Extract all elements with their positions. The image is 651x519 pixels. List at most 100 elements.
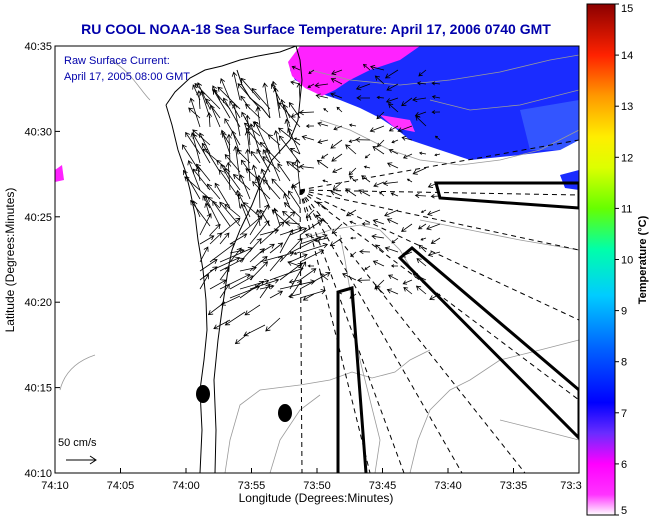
x-tick-label: 73:55 [238,480,266,492]
current-vector [273,87,281,119]
current-vector [299,249,325,263]
shipping-lane-outlines [336,181,579,473]
current-vector [259,228,280,236]
x-tick-label: 74:10 [41,480,69,492]
colorbar-ticks: 5 6 7 8 9 10 11 12 13 14 15 [615,3,633,517]
current-vector [364,153,371,159]
current-vector [183,169,201,200]
current-vector [415,285,427,295]
current-vector [345,144,357,155]
current-vector [315,93,329,99]
current-vector [262,156,281,173]
current-vector [414,193,427,199]
current-vector [321,153,329,159]
current-vector [220,295,241,306]
current-vector [336,106,343,113]
current-vector [332,181,343,191]
current-vector [412,273,427,281]
current-vector [290,111,301,118]
current-vector [249,220,270,245]
current-vector [293,251,301,255]
current-vector [293,137,301,141]
current-vector [371,234,385,240]
current-vector [206,183,221,200]
current-vector [317,121,329,127]
colorbar-label: Temperature (°C) [637,215,649,304]
current-vector [299,233,328,245]
current-vector [249,123,261,155]
current-vector [416,258,427,267]
current-vector [420,209,427,213]
current-vector [188,107,201,119]
current-vector [256,148,271,173]
current-vector [289,253,308,263]
current-vector [290,181,301,188]
current-vector [418,69,427,77]
current-vector [356,95,371,101]
current-vector [249,248,265,263]
coastline [165,46,303,473]
current-vector [332,167,343,174]
current-vector [279,262,303,281]
current-vector [412,167,427,175]
current-vector [269,255,283,272]
current-vector [250,150,261,164]
current-vector [224,203,241,218]
current-vector [401,223,413,232]
current-vector [430,194,441,199]
current-vector [361,221,371,226]
current-vector [357,277,371,284]
current-vector [391,139,399,144]
current-vector [373,181,385,188]
marker-dot [278,404,292,422]
current-vector [386,162,399,169]
current-vector [315,214,329,225]
current-vector [187,160,201,191]
current-vector [427,251,441,257]
current-vector [302,293,315,301]
current-vector [217,86,241,110]
current-vector [233,145,241,182]
current-vector [278,127,301,146]
current-vector [255,106,261,128]
current-vector [418,151,427,155]
current-vector [386,83,399,91]
current-vector [255,176,271,209]
current-vector [206,112,213,128]
current-vector [283,192,291,209]
x-tick-label: 74:05 [107,480,135,492]
current-vector [184,176,211,200]
current-vector [204,195,221,227]
current-vector [314,237,329,243]
x-tick-label: 73:45 [369,480,397,492]
current-vector [259,284,275,290]
scale-arrow [66,455,97,465]
current-vector [390,264,399,268]
plot-area [55,46,579,473]
current-vector [427,209,441,216]
current-vector [219,257,245,272]
current-vector [345,188,357,197]
current-vector [287,260,301,267]
current-vector [348,123,357,127]
current-vector [199,212,212,236]
current-vector [402,279,413,285]
current-vector [237,83,261,110]
y-tick-label: 40:30 [24,126,52,138]
current-vector [417,223,427,230]
current-vector [388,274,399,281]
current-vector [209,232,223,245]
current-vector [319,273,329,281]
current-vector [290,80,301,85]
current-vector [279,229,294,254]
current-vector [431,95,441,99]
current-vector [287,127,301,155]
colorbar-tick-label: 9 [621,306,627,318]
current-vector [434,153,441,157]
current-vector [219,266,230,281]
current-vector [219,217,241,236]
current-vector [243,202,261,218]
current-vector [350,236,357,240]
current-vector [384,209,399,217]
current-vector [278,102,301,128]
